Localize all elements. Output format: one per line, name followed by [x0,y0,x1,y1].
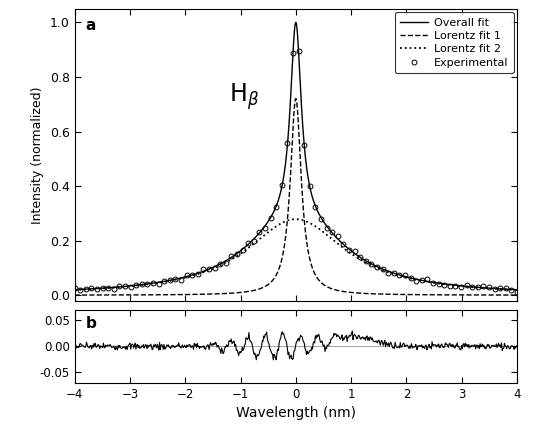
Experimental [295,49,302,54]
Overall fit [260,225,266,231]
Overall fit [293,20,299,25]
Lorentz fit 1 [505,293,512,298]
Experimental [71,285,78,290]
Overall fit [514,287,520,292]
Line: Lorentz fit 2: Lorentz fit 2 [75,219,517,290]
Lorentz fit 2 [293,216,299,222]
Lorentz fit 1 [148,292,155,297]
Lorentz fit 1 [71,293,78,298]
Overall fit [458,283,464,289]
Lorentz fit 1 [293,96,299,101]
Text: b: b [86,315,96,331]
Lorentz fit 2 [71,287,78,293]
Overall fit [241,245,247,250]
Lorentz fit 2 [505,287,512,292]
Experimental [379,267,386,272]
Line: Experimental: Experimental [72,49,520,294]
Line: Overall fit: Overall fit [75,22,517,290]
Overall fit [122,284,128,289]
Text: a: a [86,18,96,33]
Experimental [514,289,520,294]
Experimental [346,247,352,252]
Lorentz fit 1 [458,292,464,297]
Overall fit [71,287,78,292]
Lorentz fit 2 [148,281,155,286]
Lorentz fit 2 [122,284,128,290]
Experimental [340,242,346,247]
Experimental [362,258,369,263]
Lorentz fit 2 [241,248,247,253]
Text: $\mathrm{H}_{\beta}$: $\mathrm{H}_{\beta}$ [229,82,260,112]
Lorentz fit 2 [458,283,464,289]
Lorentz fit 2 [514,287,520,293]
Lorentz fit 1 [260,285,266,290]
X-axis label: Wavelength (nm): Wavelength (nm) [236,406,356,420]
Line: Lorentz fit 1: Lorentz fit 1 [75,99,517,295]
Lorentz fit 1 [241,290,247,295]
Overall fit [505,287,512,292]
Legend: Overall fit, Lorentz fit 1, Lorentz fit 2, Experimental: Overall fit, Lorentz fit 1, Lorentz fit … [395,12,514,73]
Lorentz fit 1 [122,292,128,297]
Lorentz fit 2 [260,233,266,238]
Experimental [268,216,274,221]
Lorentz fit 1 [514,293,520,298]
Experimental [469,285,475,290]
Overall fit [148,281,155,286]
Y-axis label: Intensity (normalized): Intensity (normalized) [31,86,44,224]
